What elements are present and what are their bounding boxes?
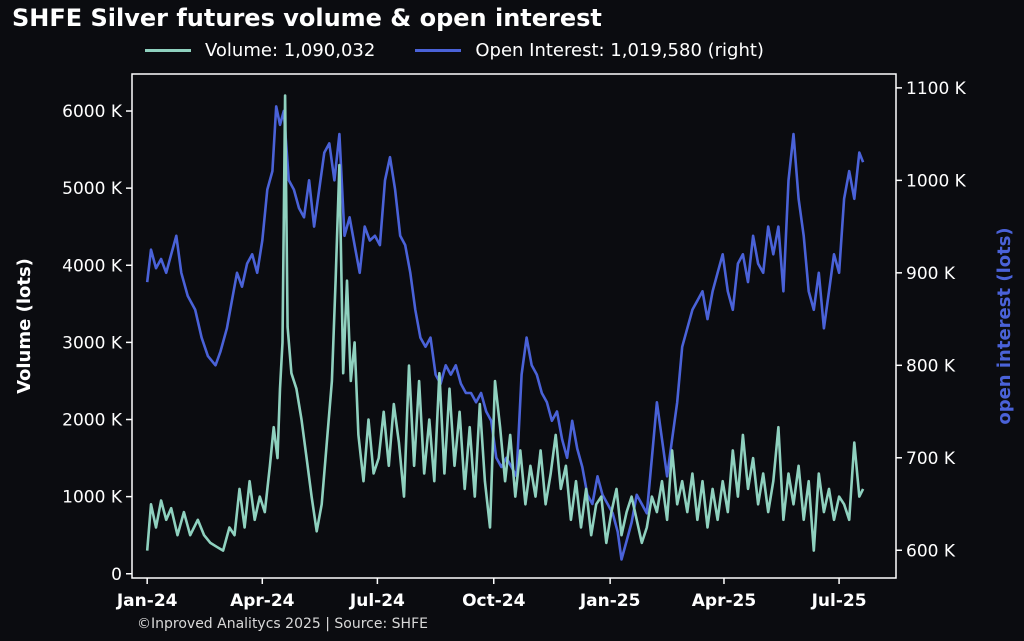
legend-swatch-volume (145, 49, 191, 52)
chart-title: SHFE Silver futures volume & open intere… (12, 4, 602, 32)
x-tick-label: Jan-25 (579, 591, 641, 611)
legend-item-open-interest: Open Interest: 1,019,580 (right) (415, 40, 764, 61)
right-tick-label: 800 K (906, 356, 956, 376)
source-footer: ©Inproved Analitycs 2025 | Source: SHFE (137, 616, 428, 632)
right-tick-label: 700 K (906, 449, 956, 469)
plot-frame (131, 73, 897, 579)
right-tick-label: 900 K (906, 264, 956, 284)
x-tick-label: Oct-24 (462, 591, 526, 611)
series-line-volume (145, 94, 865, 552)
right-tick-label: 1000 K (906, 171, 967, 191)
left-tick-label: 2000 K (62, 411, 123, 431)
left-tick-label: 6000 K (62, 102, 123, 122)
x-tick-label: Jul-25 (811, 591, 867, 611)
left-tick-label: 3000 K (62, 333, 123, 353)
legend-item-volume: Volume: 1,090,032 (145, 40, 375, 61)
right-tick-label: 1100 K (906, 79, 967, 99)
right-axis: 600 K 700 K 800 K 900 K 1000 K 1100 K (896, 79, 967, 561)
series-line-open-interest (145, 105, 865, 561)
left-axis: 0 1000 K 2000 K 3000 K 4000 K 5000 K 6000 K (62, 102, 132, 585)
legend-label-volume: Volume: 1,090,032 (205, 40, 376, 61)
x-tick-label: Jan-24 (116, 591, 178, 611)
x-tick-label: Apr-25 (692, 591, 756, 611)
x-tick-label: Jul-24 (349, 591, 405, 611)
legend-swatch-open-interest (415, 49, 462, 52)
x-tick-label: Apr-24 (230, 591, 295, 611)
left-tick-label: 1000 K (62, 488, 123, 508)
right-tick-label: 600 K (906, 541, 956, 561)
left-tick-label: 0 (111, 565, 122, 585)
y-left-axis-title: Volume (lots) (14, 258, 35, 394)
left-tick-label: 5000 K (62, 179, 123, 199)
left-tick-label: 4000 K (62, 256, 123, 276)
y-right-axis-title: open interest (lots) (994, 227, 1015, 424)
legend-label-open-interest: Open Interest: 1,019,580 (right) (475, 40, 764, 61)
chart-legend: Volume: 1,090,032 Open Interest: 1,019,5… (145, 40, 764, 61)
x-axis: Jan-24 Apr-24 Jul-24 Oct-24 Jan-25 Apr-25 Jul-… (116, 578, 867, 611)
